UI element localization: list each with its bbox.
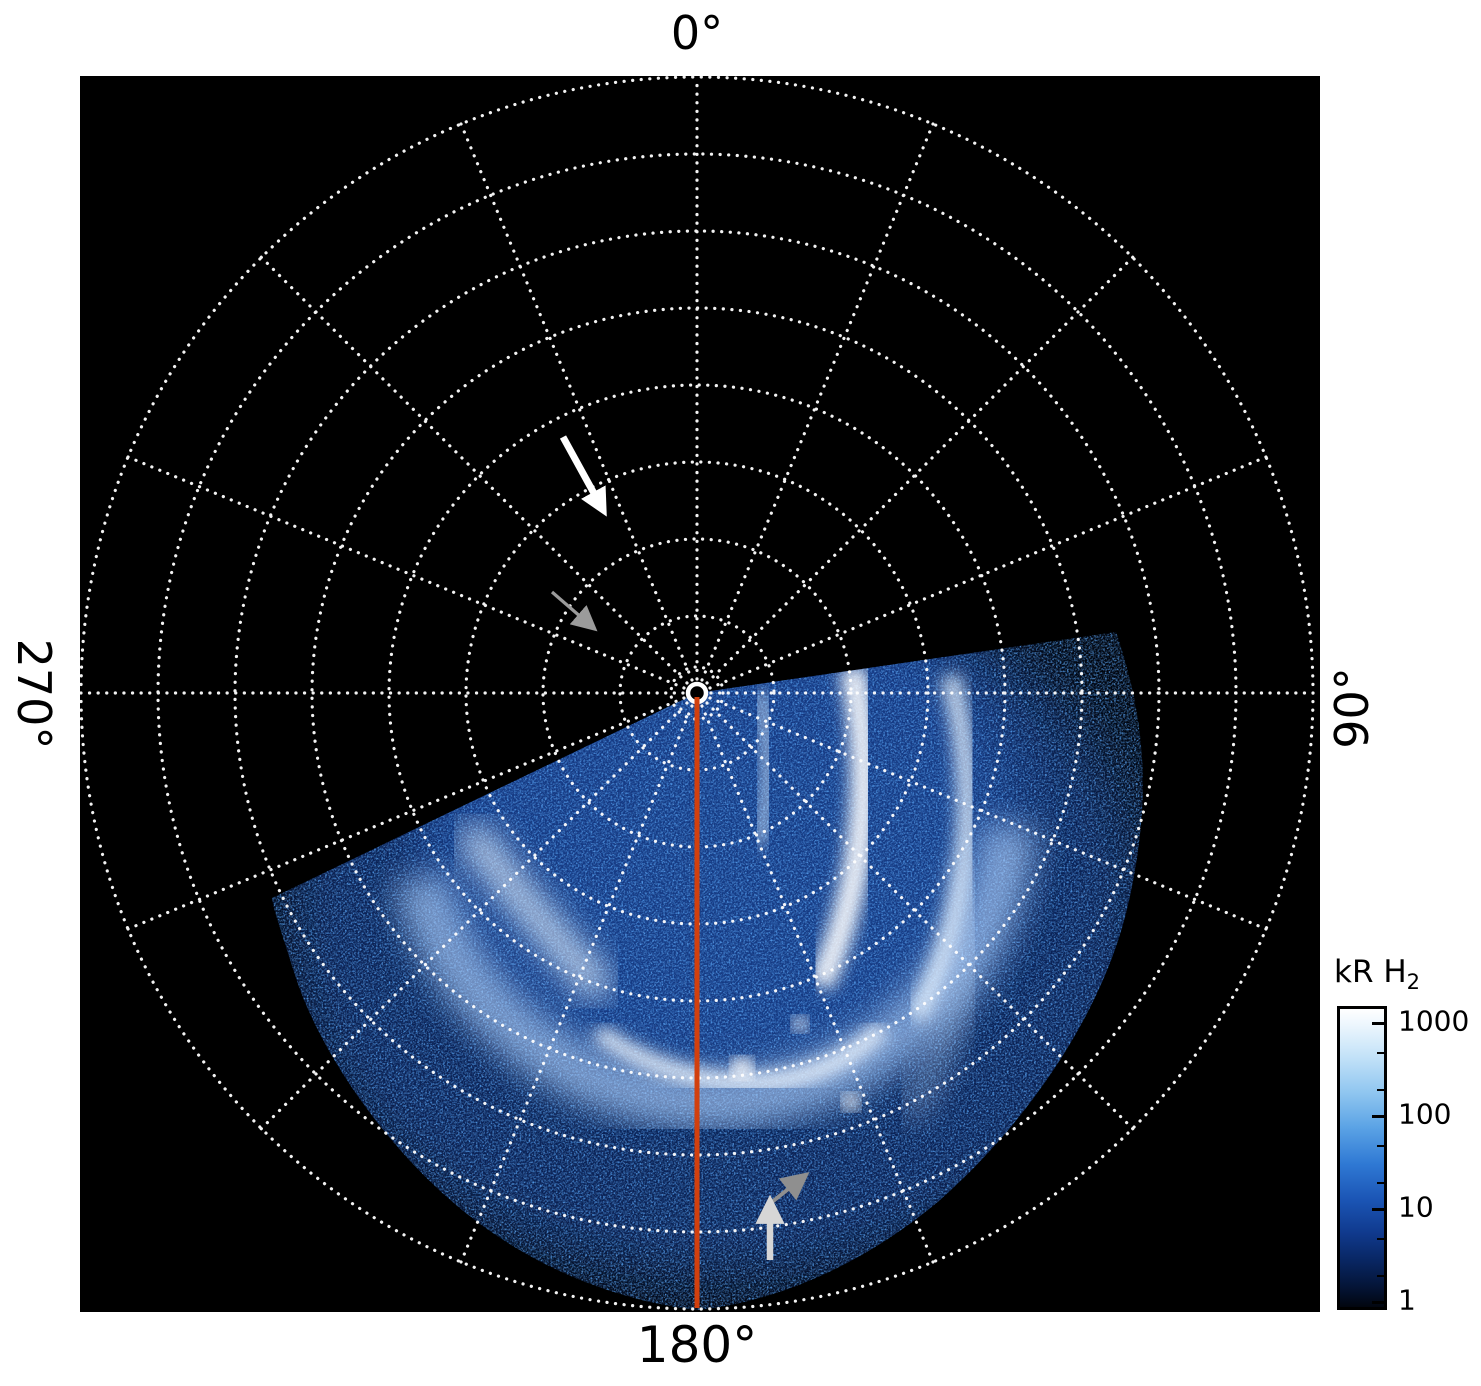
grid-spoke <box>708 455 1268 690</box>
right-streak <box>901 858 977 1120</box>
angle-label-left: 270° <box>7 638 61 750</box>
grid-spoke <box>459 122 694 682</box>
colorbar-tick-minor <box>1377 1089 1384 1091</box>
angle-label-top: 0° <box>670 6 724 60</box>
colorbar-tick-major <box>1372 1208 1384 1211</box>
colorbar-title-subscript: 2 <box>1406 970 1421 995</box>
aurora-fine-speckle-noise <box>272 632 1143 1310</box>
grid-spoke <box>705 255 1135 685</box>
grid-spoke <box>126 455 686 690</box>
white-arrow-icon <box>559 435 607 517</box>
colorbar-tick-label: 1000 <box>1398 1004 1470 1038</box>
grid-spoke <box>126 696 686 931</box>
colorbar-tick-minor <box>1377 1238 1384 1240</box>
bright-curtain-3 <box>751 690 775 847</box>
grid-spoke <box>700 704 935 1264</box>
bright-spot-1 <box>731 1057 753 1079</box>
colorbar-tick-minor <box>1377 1275 1384 1277</box>
colorbar-tick-major <box>1372 1301 1384 1304</box>
angle-label-bottom: 180° <box>636 1316 758 1374</box>
bright-curtain-2 <box>907 673 978 1023</box>
grid-spoke <box>259 701 689 1131</box>
left-bright-patch <box>456 820 615 1003</box>
colorbar-tick-major <box>1372 1022 1384 1025</box>
aurora-emission-map <box>272 632 1143 1310</box>
colorbar-tick-major <box>1372 1115 1384 1118</box>
grid-spoke <box>459 704 694 1264</box>
bright-curtain-1 <box>808 665 877 991</box>
colorbar <box>1337 1006 1387 1310</box>
colorbar-tick-label: 10 <box>1398 1190 1434 1224</box>
colorbar-title-text: kR H <box>1334 954 1407 990</box>
bright-spot-3 <box>842 1093 860 1111</box>
grid-spoke <box>705 701 1135 1131</box>
bottom-bright-arc <box>592 1021 889 1092</box>
colorbar-tick-minor <box>1377 1052 1384 1054</box>
grid-spoke <box>708 696 1268 931</box>
angle-label-right: 90° <box>1325 667 1379 749</box>
grid-ring <box>79 75 1315 1311</box>
colorbar-tick-minor <box>1377 1145 1384 1147</box>
colorbar-tick-label: 100 <box>1398 1097 1452 1131</box>
grid-ring <box>669 665 725 721</box>
grid-spoke <box>700 122 935 682</box>
annotation-arrows <box>550 435 810 1260</box>
grid-spoke <box>259 255 689 685</box>
gray-arrow-icon <box>550 590 598 632</box>
colorbar-tick-label: 1 <box>1398 1283 1416 1317</box>
bright-spot-2 <box>792 1016 808 1032</box>
colorbar-title: kR H2 <box>1334 954 1420 994</box>
colorbar-tick-minor <box>1377 1182 1384 1184</box>
